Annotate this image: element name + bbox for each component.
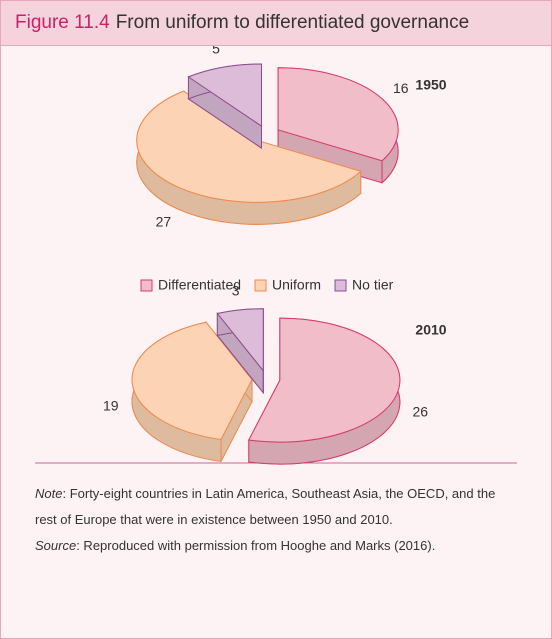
legend-label: Differentiated	[158, 277, 241, 293]
source-label: Source	[35, 538, 77, 553]
slice-top	[187, 63, 262, 127]
notes: Note: Forty-eight countries in Latin Ame…	[35, 481, 505, 559]
legend-swatch	[254, 279, 267, 292]
figure-header: Figure 11.4 From uniform to differentiate…	[1, 1, 551, 46]
note: Note: Forty-eight countries in Latin Ame…	[35, 481, 505, 533]
value-label: 19	[103, 398, 119, 414]
slice-top	[131, 321, 253, 440]
slice-top	[248, 317, 401, 443]
value-label: 26	[412, 403, 428, 419]
value-label: 16	[393, 80, 409, 96]
slice-top	[136, 90, 362, 203]
value-label: 5	[212, 46, 220, 56]
source: Source: Reproduced with permission from …	[35, 533, 505, 559]
figure-label: Figure 11.4	[15, 12, 110, 33]
legend-label: Uniform	[272, 277, 321, 293]
legend-swatch	[140, 279, 153, 292]
note-text: : Forty-eight countries in Latin America…	[35, 486, 496, 527]
note-label: Note	[35, 486, 63, 501]
year-label: 1950	[415, 77, 446, 93]
legend-swatch	[334, 279, 347, 292]
figure-title: From uniform to differentiated governanc…	[115, 12, 470, 33]
source-text: : Reproduced with permission from Hooghe…	[76, 538, 436, 553]
legend-label: No tier	[352, 277, 394, 293]
value-label: 3	[232, 282, 240, 298]
year-label: 2010	[415, 322, 446, 338]
slice-top	[277, 67, 399, 162]
slice-top	[216, 308, 264, 373]
value-label: 27	[156, 214, 172, 230]
